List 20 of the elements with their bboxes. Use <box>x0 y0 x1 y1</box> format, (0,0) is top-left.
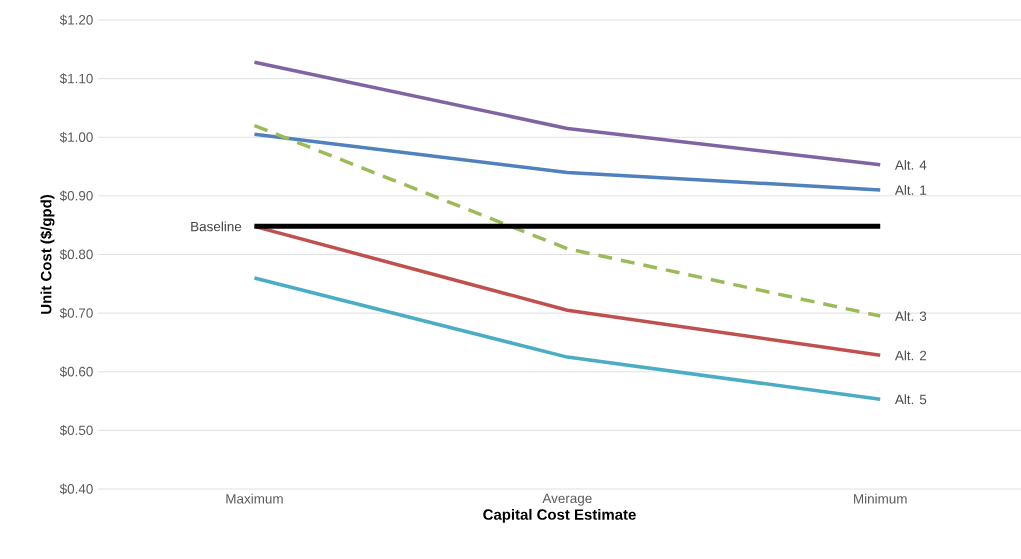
y-tick-label: $0.50 <box>59 424 93 436</box>
x-tick-label: Average <box>542 493 592 506</box>
y-tick-label: $1.00 <box>59 131 93 143</box>
y-tick-label: $0.90 <box>59 190 93 202</box>
y-tick-label: $0.70 <box>59 307 93 319</box>
y-tick-label: $1.20 <box>59 14 93 26</box>
series-label: Alt. 3 <box>894 311 927 321</box>
y-tick-label: $1.10 <box>59 73 93 85</box>
y-tick-label: $0.40 <box>59 483 93 495</box>
series-label: Alt. 2 <box>894 350 927 361</box>
y-tick-label: $0.80 <box>59 249 93 260</box>
x-tick-label: Minimum <box>854 493 907 504</box>
x-axis-title: Capital Cost Estimate <box>483 508 636 523</box>
series-label: Alt. 5 <box>894 394 927 405</box>
series-label: Alt. 4 <box>894 159 927 170</box>
x-tick-label: Maximum <box>226 493 283 504</box>
annotation: Baseline <box>191 221 242 232</box>
y-tick-label: $0.60 <box>59 366 93 378</box>
y-axis-title: Unit Cost ($/gpd) <box>40 195 55 314</box>
series-label: Alt. 1 <box>894 185 927 195</box>
